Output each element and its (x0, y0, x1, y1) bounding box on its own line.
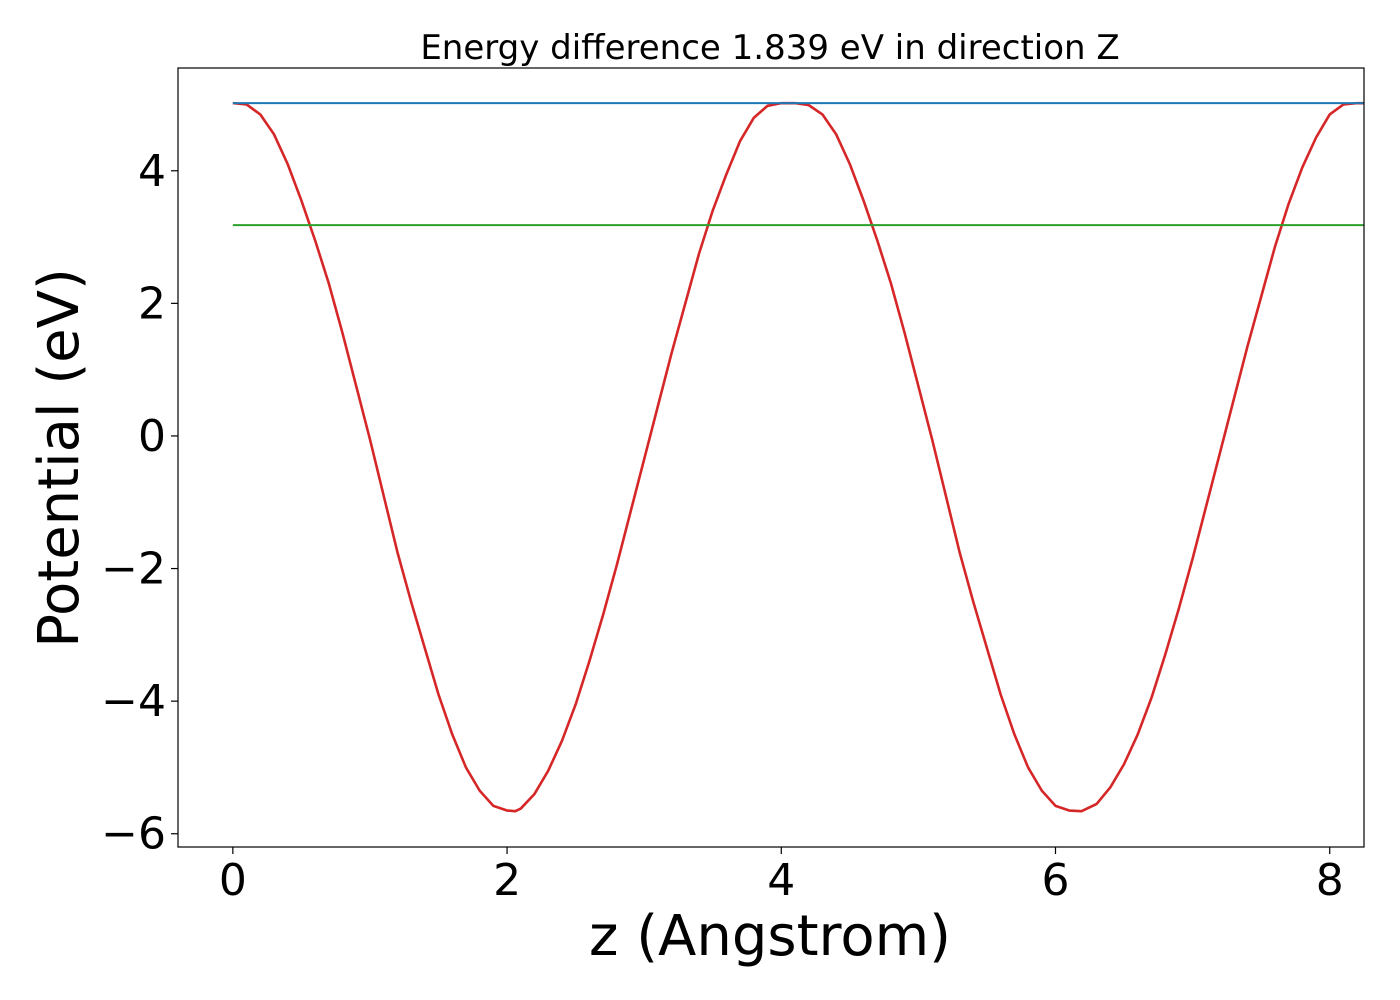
y-tick-label: 4 (138, 146, 166, 197)
x-tick-label: 0 (219, 855, 247, 906)
x-tick-label: 4 (767, 855, 795, 906)
y-axis: −6 −4 −2 0 2 4 (101, 146, 178, 860)
y-tick-label: −2 (101, 544, 166, 595)
x-tick-label: 6 (1042, 855, 1070, 906)
series-line-1 (232, 101, 1364, 813)
y-tick-label: −6 (101, 809, 166, 860)
plot-frame (177, 67, 1365, 848)
x-tick-label: 8 (1316, 855, 1344, 906)
y-axis-label: Potential (eV) (27, 268, 92, 648)
x-axis-label: z (Angstrom) (589, 904, 951, 969)
y-tick-label: 2 (138, 278, 166, 329)
y-tick-label: 0 (138, 411, 166, 462)
x-axis: 0 2 4 6 8 (219, 847, 1344, 906)
series-layer (232, 101, 1364, 813)
x-tick-label: 2 (493, 855, 521, 906)
chart-title: Energy difference 1.839 eV in direction … (420, 28, 1119, 68)
y-tick-label: −4 (101, 676, 166, 727)
